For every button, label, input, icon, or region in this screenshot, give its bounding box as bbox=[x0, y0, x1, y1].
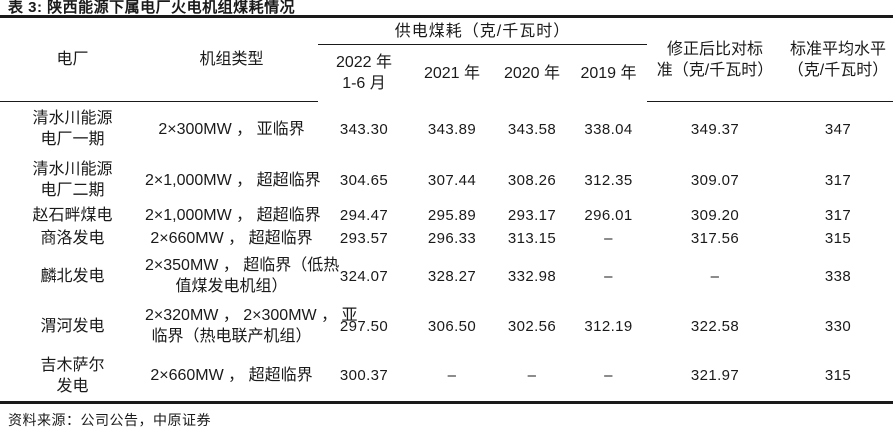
table-row: 清水川能源 电厂一期 2×300MW ， 亚临界 343.30 343.89 3… bbox=[0, 102, 893, 157]
value-2019-cell: 296.01 bbox=[584, 206, 633, 224]
source-note: 资料来源：公司公告，中原证券 bbox=[8, 412, 211, 428]
plant-name-cell: 渭河发电 bbox=[40, 317, 105, 335]
value-2021-cell: 295.89 bbox=[427, 206, 477, 224]
header-plant: 电厂 bbox=[0, 16, 145, 102]
table-row: 赵石畔煤电 2×1,000MW ， 超超临界 294.47 295.89 293… bbox=[0, 204, 893, 227]
value-2019-cell: 312.35 bbox=[584, 171, 633, 189]
coal-consumption-table: 电厂 机组类型 供电煤耗（克/千瓦时） 修正后比对标 准（克/千瓦时） 标准平均… bbox=[0, 15, 893, 404]
value-2021-cell: 306.50 bbox=[427, 317, 477, 335]
value-2022h1-cell: 297.50 bbox=[339, 317, 389, 335]
header-year-2019: 2019 年 bbox=[580, 64, 637, 82]
unit-type-cell: 2×660MW ， 超超临界 bbox=[150, 230, 313, 247]
value-2022h1-cell: 300.37 bbox=[339, 367, 389, 385]
value-2020-cell: 293.17 bbox=[507, 206, 557, 224]
table-row: 渭河发电 2×320MW ， 2×300MW ， 亚 临界（热电联产机组） 29… bbox=[0, 302, 893, 351]
unit-type-cell: 2×350MW ， 超临界（低热 值煤发电机组） bbox=[145, 257, 340, 295]
value-standard-average-cell: 347 bbox=[824, 120, 852, 138]
value-corrected-standard-cell: 317.56 bbox=[690, 230, 740, 247]
unit-type-cell: 2×1,000MW ， 超超临界 bbox=[145, 171, 321, 189]
table-row: 清水川能源 电厂二期 2×1,000MW ， 超超临界 304.65 307.4… bbox=[0, 157, 893, 204]
table-row: 商洛发电 2×660MW ， 超超临界 293.57 296.33 313.15… bbox=[0, 227, 893, 251]
value-corrected-standard-cell: – bbox=[710, 267, 720, 285]
unit-type-cell: 2×320MW ， 2×300MW ， 亚 临界（热电联产机组） bbox=[145, 307, 358, 345]
table-row: 吉木萨尔 发电 2×660MW ， 超超临界 300.37 – – – 321.… bbox=[0, 351, 893, 403]
value-2022h1-cell: 324.07 bbox=[339, 267, 389, 285]
value-2021-cell: – bbox=[447, 367, 457, 385]
value-corrected-standard-cell: 309.07 bbox=[690, 171, 740, 189]
table-header: 电厂 机组类型 供电煤耗（克/千瓦时） 修正后比对标 准（克/千瓦时） 标准平均… bbox=[0, 16, 893, 102]
value-2021-cell: 343.89 bbox=[427, 120, 477, 138]
plant-name-cell: 赵石畔煤电 bbox=[32, 206, 113, 224]
value-standard-average-cell: 330 bbox=[824, 317, 852, 335]
header-standard-average: 标准平均水平 （克/千瓦时） bbox=[783, 16, 893, 102]
value-2021-cell: 296.33 bbox=[427, 230, 477, 247]
value-2021-cell: 328.27 bbox=[427, 267, 477, 285]
value-2019-cell: 312.19 bbox=[584, 317, 633, 335]
value-standard-average-cell: 317 bbox=[824, 171, 852, 189]
value-standard-average-cell: 338 bbox=[824, 267, 852, 285]
value-2020-cell: 302.56 bbox=[507, 317, 557, 335]
header-unit-type: 机组类型 bbox=[145, 16, 318, 102]
value-corrected-standard-cell: 321.97 bbox=[690, 367, 740, 385]
value-2019-cell: 338.04 bbox=[584, 120, 633, 138]
unit-type-cell: 2×660MW ， 超超临界 bbox=[150, 367, 313, 385]
value-2020-cell: 308.26 bbox=[507, 171, 557, 189]
value-standard-average-cell: 317 bbox=[824, 206, 852, 224]
value-2020-cell: – bbox=[527, 367, 537, 385]
header-year-2020: 2020 年 bbox=[503, 64, 561, 82]
table-title: 表 3: 陕西能源下属电厂火电机组煤耗情况 bbox=[8, 0, 296, 16]
plant-name-cell: 清水川能源 电厂一期 bbox=[32, 110, 113, 149]
value-2022h1-cell: 294.47 bbox=[339, 206, 389, 224]
header-coal-consumption-group: 供电煤耗（克/千瓦时） bbox=[318, 16, 648, 45]
value-2022h1-cell: 293.57 bbox=[339, 230, 389, 247]
value-standard-average-cell: 315 bbox=[824, 367, 852, 385]
table-row: 麟北发电 2×350MW ， 超临界（低热 值煤发电机组） 324.07 328… bbox=[0, 251, 893, 302]
value-2019-cell: – bbox=[604, 367, 613, 385]
unit-type-cell: 2×1,000MW ， 超超临界 bbox=[145, 206, 321, 224]
plant-name-cell: 清水川能源 电厂二期 bbox=[32, 161, 113, 199]
header-year-2021: 2021 年 bbox=[423, 64, 481, 82]
value-2019-cell: – bbox=[604, 230, 613, 247]
unit-type-cell: 2×300MW ， 亚临界 bbox=[158, 120, 305, 138]
value-corrected-standard-cell: 349.37 bbox=[690, 120, 740, 138]
value-2021-cell: 307.44 bbox=[427, 171, 477, 189]
value-2020-cell: 332.98 bbox=[507, 267, 557, 285]
value-2022h1-cell: 343.30 bbox=[339, 120, 389, 138]
plant-name-cell: 商洛发电 bbox=[40, 230, 105, 247]
value-corrected-standard-cell: 309.20 bbox=[690, 206, 740, 224]
value-2020-cell: 313.15 bbox=[507, 230, 557, 247]
value-standard-average-cell: 315 bbox=[824, 230, 852, 247]
table-body: 清水川能源 电厂一期 2×300MW ， 亚临界 343.30 343.89 3… bbox=[0, 102, 893, 403]
header-corrected-standard: 修正后比对标 准（克/千瓦时） bbox=[647, 16, 784, 102]
value-2022h1-cell: 304.65 bbox=[339, 171, 389, 189]
value-corrected-standard-cell: 322.58 bbox=[690, 317, 740, 335]
header-year-2022h1: 2022 年 1-6 月 bbox=[335, 54, 393, 93]
header-year-row: 2022 年 1-6 月 2021 年 2020 年 2019 年 bbox=[0, 45, 893, 102]
header-group-row: 电厂 机组类型 供电煤耗（克/千瓦时） 修正后比对标 准（克/千瓦时） 标准平均… bbox=[0, 16, 893, 102]
value-2020-cell: 343.58 bbox=[507, 120, 557, 138]
plant-name-cell: 吉木萨尔 发电 bbox=[40, 356, 105, 395]
plant-name-cell: 麟北发电 bbox=[40, 267, 105, 285]
value-2019-cell: – bbox=[604, 267, 613, 285]
